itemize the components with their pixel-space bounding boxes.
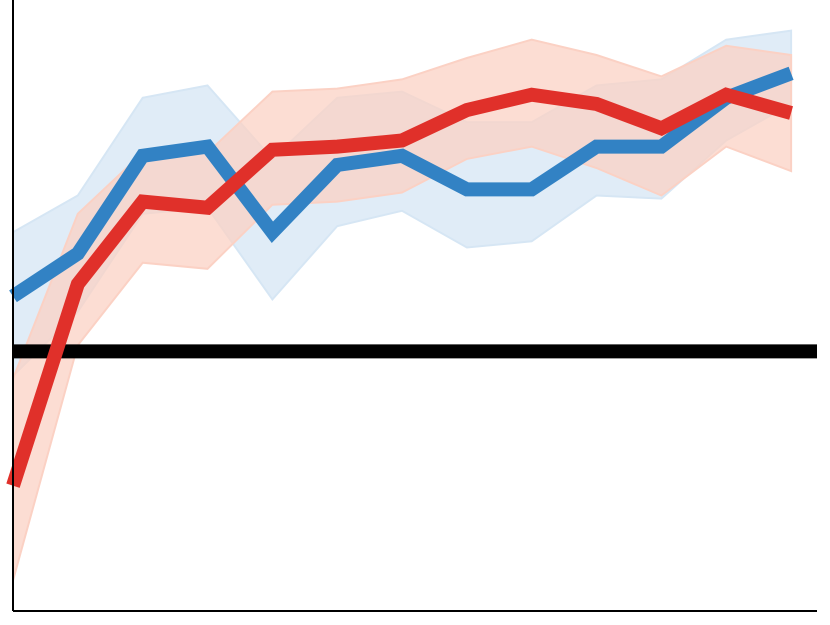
series-2-band <box>12 38 793 581</box>
series-1-line <box>9 66 794 303</box>
confidence-bands <box>12 29 793 581</box>
series-2-line <box>6 87 793 488</box>
series-lines <box>6 66 794 488</box>
